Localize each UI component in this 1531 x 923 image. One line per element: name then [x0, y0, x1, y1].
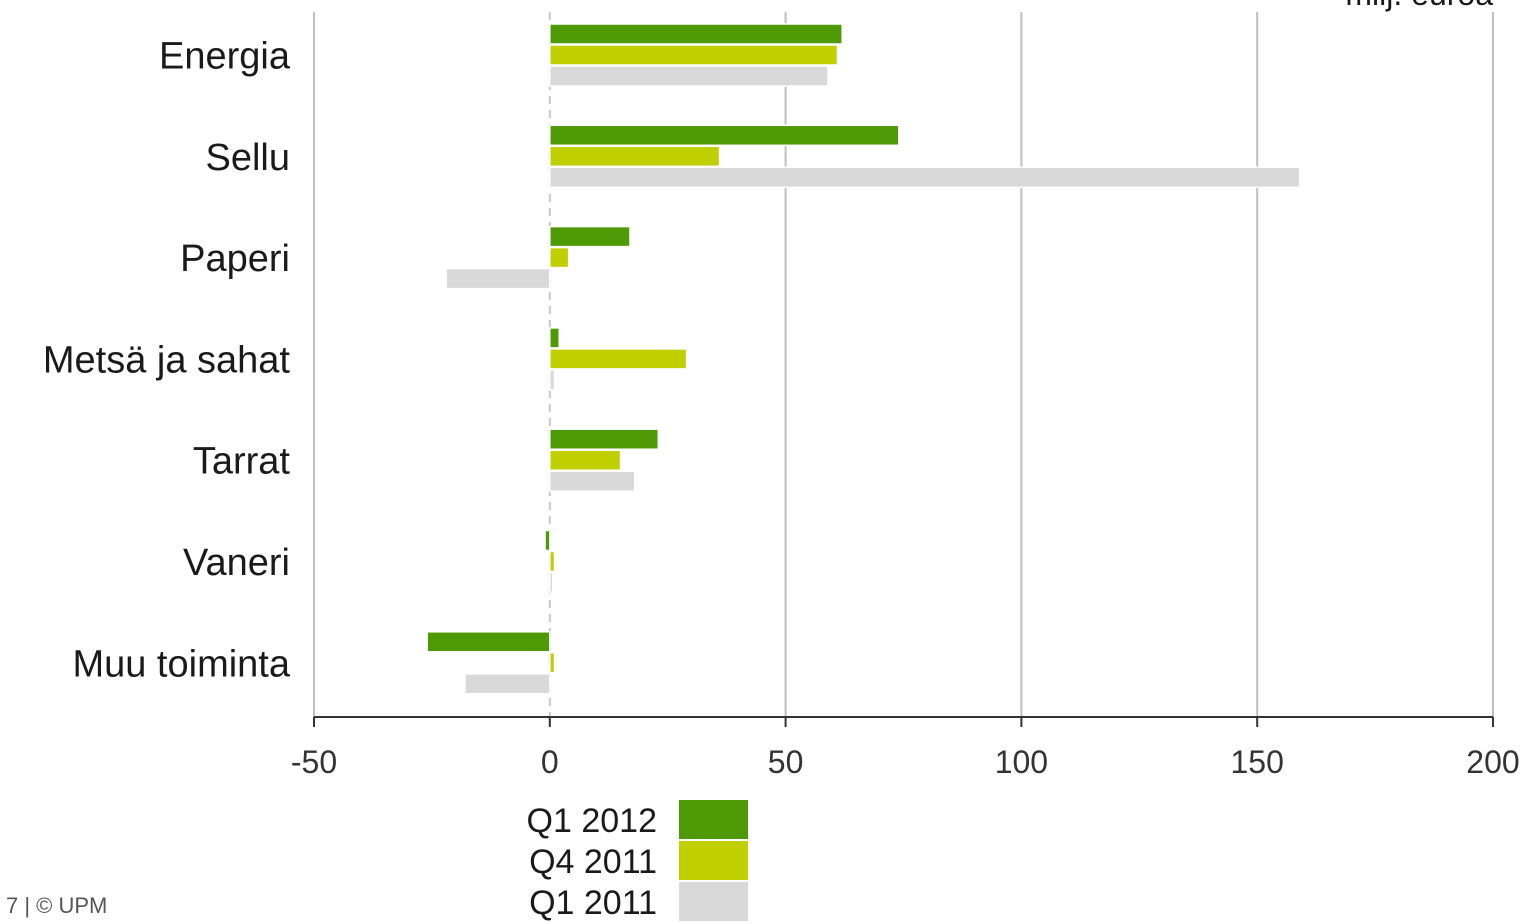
legend-label: Q4 2011	[529, 843, 657, 881]
bar	[549, 65, 829, 87]
bar	[549, 348, 688, 370]
bar	[549, 44, 839, 66]
bar	[426, 631, 551, 653]
bar	[549, 571, 554, 594]
category-label: Sellu	[206, 137, 291, 179]
bar	[549, 369, 556, 391]
x-tick-label: 100	[995, 744, 1048, 780]
footer-copyright: 7 | © UPM	[6, 893, 108, 918]
bar	[549, 470, 636, 492]
legend-label: Q1 2011	[529, 884, 657, 922]
bar	[445, 267, 551, 290]
bar	[544, 529, 551, 552]
bar	[549, 225, 631, 248]
category-label: Tarrat	[193, 441, 291, 483]
bar	[549, 428, 660, 450]
x-tick-label: 50	[768, 744, 804, 780]
legend-swatch	[679, 841, 748, 880]
bar	[549, 246, 570, 269]
bar	[549, 550, 556, 573]
x-axis: -50 0 50 100 150 200	[291, 716, 1520, 780]
legend-swatch	[679, 882, 748, 921]
legend-label: Q1 2012	[527, 802, 657, 840]
category-labels: Energia Sellu Paperi Metsä ja sahat Tarrat Va…	[43, 36, 291, 686]
category-label: Vaneri	[183, 542, 290, 584]
bar	[549, 166, 1301, 189]
bar	[549, 124, 900, 147]
bar	[549, 449, 622, 471]
bar	[549, 652, 556, 674]
x-tick-label: 0	[541, 744, 559, 780]
category-label: Paperi	[180, 238, 290, 280]
x-tick-label: 150	[1231, 744, 1284, 780]
bar	[549, 145, 721, 168]
category-label: Muu toiminta	[72, 643, 290, 685]
category-label: Metsä ja sahat	[43, 339, 291, 381]
unit-label: milj. euroa	[1345, 0, 1493, 12]
x-tick-label: 200	[1466, 744, 1519, 780]
bar	[549, 23, 843, 45]
x-tick-label: -50	[291, 744, 337, 780]
category-label: Energia	[159, 36, 291, 78]
bar	[464, 673, 551, 695]
bars	[426, 23, 1301, 695]
bar	[549, 327, 560, 349]
gridlines	[313, 12, 1494, 717]
legend-swatch	[679, 800, 748, 839]
